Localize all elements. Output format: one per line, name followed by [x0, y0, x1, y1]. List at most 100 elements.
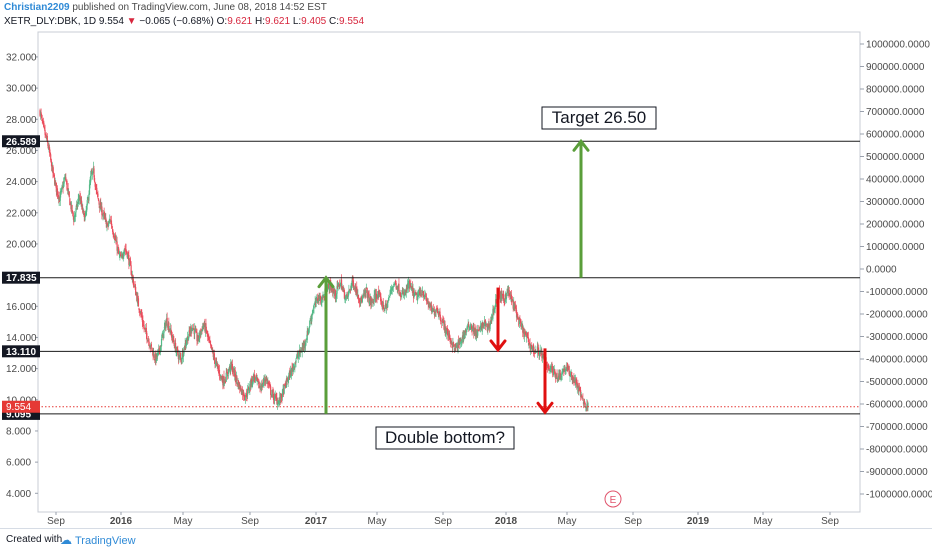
candle-body: [337, 283, 339, 287]
candle-body: [327, 284, 329, 289]
candle-body: [86, 200, 88, 206]
candle-body: [378, 290, 380, 298]
candle-body: [573, 377, 575, 383]
candle-body: [166, 317, 168, 326]
candle-body: [270, 394, 272, 396]
candle-body: [211, 345, 213, 350]
candle-body: [216, 363, 218, 365]
candle-body: [55, 182, 57, 192]
candle-body: [93, 177, 96, 182]
price-chart[interactable]: 32.000 30.000 28.000 26.000 24.000 22.000 20.0…: [0, 0, 932, 528]
candle-body: [531, 346, 533, 350]
candle-body: [520, 321, 522, 327]
candle-body: [173, 340, 175, 344]
candle-body: [527, 336, 529, 338]
candle-body: [45, 134, 47, 139]
candle-body: [45, 133, 47, 135]
candle-body: [439, 311, 441, 318]
candle-body: [135, 286, 137, 296]
candle-body: [234, 370, 236, 378]
candle-body: [551, 368, 554, 372]
candle-body: [373, 294, 375, 302]
candle-body: [157, 351, 159, 353]
candle-body: [192, 328, 195, 329]
last-price-badge: [2, 400, 40, 413]
candle-body: [578, 387, 581, 391]
candle-body: [60, 188, 62, 193]
candle-body: [182, 354, 185, 357]
candle-body: [360, 297, 362, 301]
candle-body: [512, 299, 514, 301]
candle-body: [131, 274, 133, 277]
candle-body: [579, 389, 581, 391]
y-left-tick-label: 4.000: [6, 489, 31, 500]
candle-body: [421, 290, 424, 294]
candle-body: [475, 328, 477, 337]
candle-body: [342, 286, 344, 289]
candle-body: [296, 354, 298, 356]
candle-body: [495, 299, 497, 307]
candle-body: [392, 285, 394, 288]
level-price-label: 9.095: [6, 409, 31, 420]
candle-body: [86, 205, 88, 212]
candle-body: [440, 320, 442, 322]
candle-body: [163, 327, 165, 329]
candle-body: [361, 297, 363, 302]
candle-body: [541, 355, 544, 359]
candle-body: [156, 353, 159, 357]
candle-body: [247, 387, 249, 389]
candle-body: [321, 296, 324, 300]
candle-body: [81, 200, 83, 207]
candle-body: [343, 289, 345, 299]
candle-body: [514, 306, 517, 309]
candle-body: [221, 377, 223, 382]
candle-body: [56, 188, 59, 196]
candle-body: [582, 398, 584, 401]
tradingview-logo[interactable]: ☁ TradingView: [60, 533, 136, 547]
x-tick-label: 2016: [110, 516, 133, 527]
y-left-tick-label: 16.000: [6, 302, 37, 313]
candle-body: [438, 311, 440, 315]
candle-body: [307, 329, 309, 335]
x-tick-label: 2019: [687, 516, 710, 527]
candle-body: [119, 255, 121, 256]
open-value: 9.621: [227, 16, 253, 27]
candle-body: [105, 220, 107, 228]
candle-body: [562, 369, 564, 373]
candle-body: [410, 287, 412, 289]
candle-body: [292, 367, 294, 373]
candle-body: [437, 311, 439, 313]
candle-body: [368, 294, 370, 304]
candle-body: [82, 207, 84, 213]
candle-body: [503, 299, 505, 301]
candle-body: [138, 311, 141, 313]
candle-body: [575, 380, 577, 383]
candle-body: [442, 320, 444, 322]
chart-header: Christian2209 published on TradingView.c…: [0, 0, 932, 32]
candle-body: [572, 376, 574, 381]
candle-body: [215, 362, 217, 365]
candle-body: [263, 378, 265, 384]
candle-body: [346, 294, 348, 297]
candle-body: [113, 233, 115, 238]
candle-body: [153, 354, 155, 359]
candle-body: [268, 383, 271, 386]
candle-body: [447, 329, 449, 336]
candle-body: [370, 300, 372, 304]
candle-body: [339, 286, 341, 289]
candle-body: [171, 332, 173, 338]
candle-body: [209, 340, 212, 345]
symbol-label[interactable]: XETR_DLY:DBK, 1D: [4, 16, 97, 27]
candle-body: [44, 129, 46, 135]
candle-body: [560, 375, 563, 377]
author-link[interactable]: Christian2209: [4, 2, 70, 13]
low-value: 9.405: [301, 16, 327, 27]
high-value: 9.621: [265, 16, 291, 27]
candle-body: [184, 343, 186, 350]
close-value: 9.554: [338, 16, 365, 27]
candle-body: [468, 324, 470, 327]
candle-body: [291, 366, 293, 369]
candle-body: [515, 307, 517, 312]
candle-body: [137, 296, 139, 299]
candle-body: [265, 379, 267, 382]
